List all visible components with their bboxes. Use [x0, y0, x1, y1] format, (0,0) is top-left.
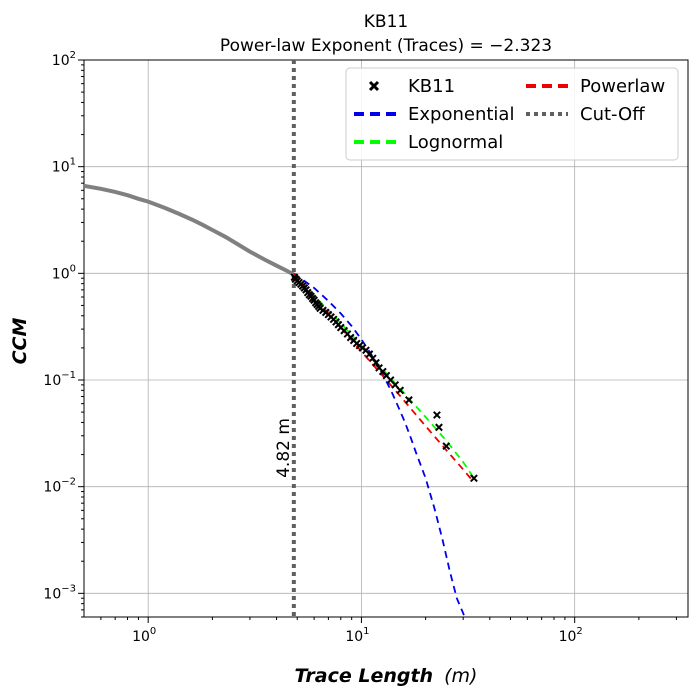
- x-axis-label-unit: (m): [444, 665, 477, 687]
- data-point: [396, 386, 405, 395]
- series-layer: [84, 60, 478, 617]
- data-point: [442, 442, 451, 451]
- x-tick-label: 102: [559, 626, 583, 645]
- cutoff-label: 4.82 m: [274, 418, 294, 478]
- legend: KB11 Exponential Lognormal Powerlaw Cut-Off: [345, 67, 679, 161]
- y-tick-label: 10−3: [43, 583, 76, 602]
- plot-frame: [83, 59, 689, 618]
- y-axis-label: CCM: [9, 318, 31, 365]
- x-tick-label: 100: [132, 626, 156, 645]
- legend-box: [345, 67, 679, 161]
- x-axis-label-main: Trace Length: [295, 665, 434, 687]
- y-tick-label: 10−2: [43, 477, 76, 496]
- data-point: [470, 474, 478, 483]
- x-axis-label: Trace Length (m): [295, 665, 478, 687]
- legend-label-powerlaw: Powerlaw: [580, 76, 665, 97]
- series-line-exponential: [293, 272, 466, 617]
- plot-area: 100 101 102 10−3 10−2 10−1 100 101 102 4.82 m: [43, 50, 689, 645]
- ticks: 100 101 102 10−3 10−2 10−1 100 101 102: [43, 50, 677, 645]
- legend-label-cut-off: Cut-Off: [580, 104, 645, 125]
- chart-title: KB11: [364, 12, 408, 32]
- legend-label-lognormal: Lognormal: [408, 132, 503, 153]
- data-point: [372, 358, 380, 367]
- legend-marker-kb11: [368, 80, 380, 92]
- chart-subtitle: Power-law Exponent (Traces) = −2.323: [220, 36, 552, 56]
- x-tick-label: 101: [345, 626, 369, 645]
- full-data-curve: [84, 183, 296, 277]
- y-tick-label: 101: [52, 157, 76, 176]
- data-point: [435, 423, 443, 432]
- legend-label-kb11: KB11: [408, 76, 455, 97]
- y-tick-label: 100: [52, 263, 76, 282]
- data-point: [433, 411, 441, 419]
- legend-label-exponential: Exponential: [408, 104, 514, 125]
- y-tick-label: 10−1: [43, 370, 76, 389]
- y-tick-label: 102: [52, 50, 76, 69]
- data-point: [405, 396, 413, 404]
